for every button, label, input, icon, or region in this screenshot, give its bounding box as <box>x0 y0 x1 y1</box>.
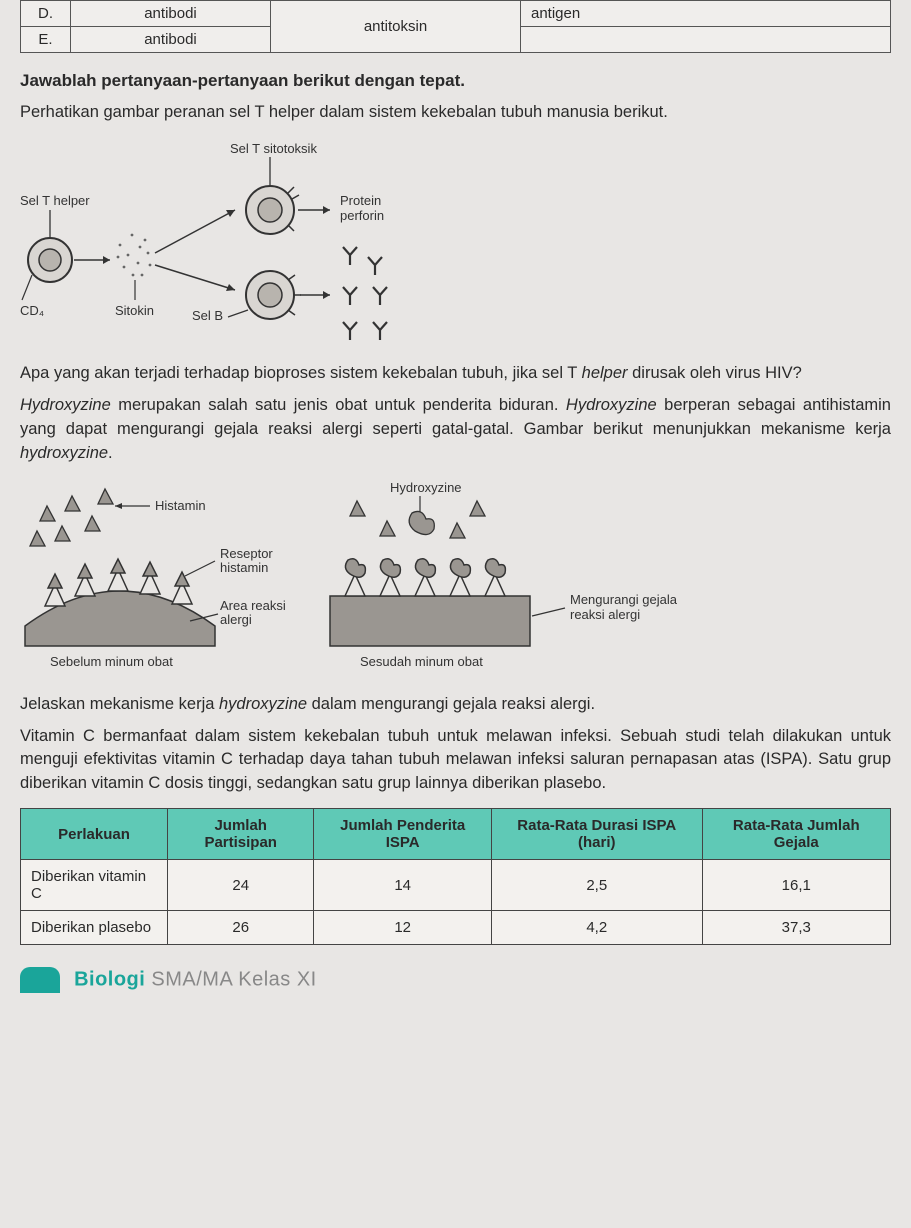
col-header: Rata-Rata Jumlah Gejala <box>702 809 890 860</box>
diagram-svg: Sel T sitotoksik Sel T helper CD₄ Sitoki… <box>20 135 540 345</box>
option-cell: antitoksin <box>271 1 521 53</box>
antibodies-icon <box>343 247 387 340</box>
footer-rest: SMA/MA Kelas XI <box>145 969 316 991</box>
options-table: D. antibodi antitoksin antigen E. antibo… <box>20 0 891 53</box>
hydroxyzine-shapes <box>409 511 434 534</box>
cell: 4,2 <box>491 911 702 945</box>
page-footer: Biologi SMA/MA Kelas XI <box>20 967 891 993</box>
vitamin-c-table: Perlakuan Jumlah Partisipan Jumlah Pende… <box>20 808 891 945</box>
label-reseptor1: Reseptor <box>220 546 273 561</box>
sitokin-dots <box>117 234 152 277</box>
diagram2-svg: Histamin Reseptor histamin Area reaksi a… <box>20 476 720 676</box>
label-area1: Area reaksi <box>220 598 286 613</box>
cell: 26 <box>168 911 314 945</box>
cell: 12 <box>314 911 492 945</box>
label-area2: alergi <box>220 612 252 627</box>
footer-brand: Biologi <box>74 969 145 991</box>
cell: 37,3 <box>702 911 890 945</box>
col-header: Jumlah Penderita ISPA <box>314 809 492 860</box>
label-mengurangi2: reaksi alergi <box>570 607 640 622</box>
label-hydroxyzine: Hydroxyzine <box>390 480 462 495</box>
text: Hydroxyzine merupakan salah satu jenis o… <box>20 396 891 462</box>
cell: 14 <box>314 860 492 911</box>
cell: 16,1 <box>702 860 890 911</box>
option-cell: antibodi <box>71 1 271 27</box>
label-selb: Sel B <box>192 308 223 323</box>
text: Jelaskan mekanisme kerja hydroxyzine dal… <box>20 695 595 713</box>
col-header: Perlakuan <box>21 809 168 860</box>
text: Apa yang akan terjadi terhadap bioproses… <box>20 364 802 382</box>
page-badge-icon <box>20 967 60 993</box>
cell: 24 <box>168 860 314 911</box>
cell: Diberikan plasebo <box>21 911 168 945</box>
label-sesudah: Sesudah minum obat <box>360 654 483 669</box>
table-row: D. antibodi antitoksin antigen <box>21 1 891 27</box>
label-thelper: Sel T helper <box>20 193 90 208</box>
label-sitotoksik: Sel T sitotoksik <box>230 141 317 156</box>
label-sitokin: Sitokin <box>115 303 154 318</box>
text: Perhatikan gambar peranan sel T helper d… <box>20 103 668 121</box>
table-row: Diberikan plasebo 26 12 4,2 37,3 <box>21 911 891 945</box>
option-letter: D. <box>21 1 71 27</box>
cell: 2,5 <box>491 860 702 911</box>
q3-intro: Vitamin C bermanfaat dalam sistem kekeba… <box>20 725 891 797</box>
option-cell: antibodi <box>71 27 271 53</box>
histamin-triangles <box>30 489 113 546</box>
label-histamin: Histamin <box>155 498 206 513</box>
section-heading: Jawablah pertanyaan-pertanyaan berikut d… <box>20 71 891 91</box>
q2-question: Jelaskan mekanisme kerja hydroxyzine dal… <box>20 693 891 717</box>
cell: Diberikan vitamin C <box>21 860 168 911</box>
option-cell <box>521 27 891 53</box>
diagram-hydroxyzine: Histamin Reseptor histamin Area reaksi a… <box>20 476 891 681</box>
label-mengurangi1: Mengurangi gejala <box>570 592 678 607</box>
label-cd4: CD₄ <box>20 303 44 318</box>
table-row: Diberikan vitamin C 24 14 2,5 16,1 <box>21 860 891 911</box>
label-reseptor2: histamin <box>220 560 268 575</box>
option-letter: E. <box>21 27 71 53</box>
label-perforin2: perforin <box>340 208 384 223</box>
label-sebelum: Sebelum minum obat <box>50 654 173 669</box>
q2-intro: Hydroxyzine merupakan salah satu jenis o… <box>20 394 891 466</box>
q1-question: Apa yang akan terjadi terhadap bioproses… <box>20 362 891 386</box>
col-header: Rata-Rata Durasi ISPA (hari) <box>491 809 702 860</box>
receptors-right <box>345 558 505 595</box>
col-header: Jumlah Partisipan <box>168 809 314 860</box>
q1-intro: Perhatikan gambar peranan sel T helper d… <box>20 101 891 125</box>
table-header-row: Perlakuan Jumlah Partisipan Jumlah Pende… <box>21 809 891 860</box>
option-cell: antigen <box>521 1 891 27</box>
diagram-t-helper: Sel T sitotoksik Sel T helper CD₄ Sitoki… <box>20 135 891 350</box>
label-perforin1: Protein <box>340 193 381 208</box>
